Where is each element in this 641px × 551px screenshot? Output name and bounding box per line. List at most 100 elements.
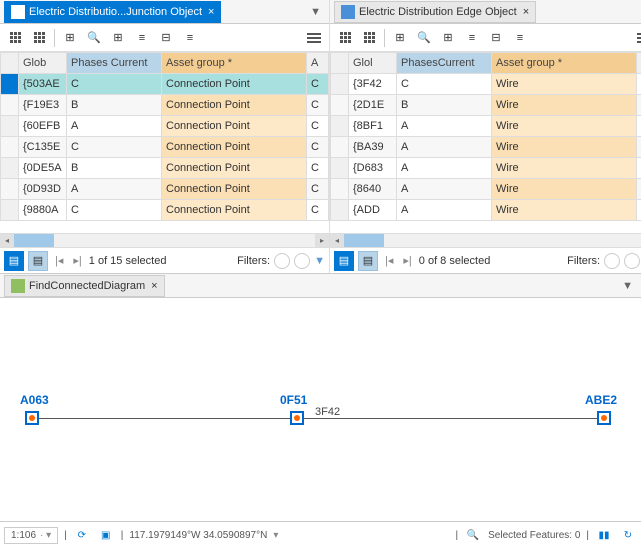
diagram-canvas[interactable]: 3F42A0630F51ABE2 bbox=[0, 298, 641, 521]
col-header[interactable]: PhasesCurrent bbox=[397, 53, 492, 74]
cell-phase: A bbox=[397, 179, 492, 200]
funnel-icon[interactable]: ▼ bbox=[314, 255, 325, 267]
row-selector[interactable] bbox=[1, 74, 19, 95]
view-selected-btn[interactable]: ▤ bbox=[358, 251, 378, 271]
next-btn[interactable]: ▸| bbox=[70, 254, 84, 267]
row-selector[interactable] bbox=[331, 179, 349, 200]
view-all-btn[interactable]: ▤ bbox=[334, 251, 354, 271]
extent-icon[interactable]: ▣ bbox=[97, 527, 115, 545]
table-row[interactable]: {3F42 C Wire Wi bbox=[331, 74, 641, 95]
fields-btn-2[interactable] bbox=[358, 27, 380, 49]
first-btn[interactable]: |◂ bbox=[382, 254, 396, 267]
select-icon[interactable]: 🔍 bbox=[464, 527, 482, 545]
panel-menu[interactable]: ▼ bbox=[306, 6, 325, 18]
next-btn[interactable]: ▸| bbox=[400, 254, 414, 267]
row-selector[interactable] bbox=[1, 137, 19, 158]
scale-input[interactable]: 1:106 · ▾ bbox=[4, 527, 58, 544]
copy-btn[interactable]: ≡ bbox=[509, 27, 531, 49]
h-scrollbar[interactable]: ◂▸ bbox=[0, 233, 329, 247]
row-selector[interactable] bbox=[331, 95, 349, 116]
copy-btn[interactable]: ≡ bbox=[179, 27, 201, 49]
table-row[interactable]: {0D93D A Connection Point C bbox=[1, 179, 329, 200]
table-row[interactable]: {ADD A Wire Wi bbox=[331, 200, 641, 221]
cell-phase: A bbox=[397, 158, 492, 179]
table-row[interactable]: {D683 A Wire Wi bbox=[331, 158, 641, 179]
list-btn[interactable]: ≡ bbox=[461, 27, 483, 49]
panel-menu[interactable]: ▼ bbox=[618, 280, 637, 292]
table-row[interactable]: {2D1E B Wire Wi bbox=[331, 95, 641, 116]
fields-btn-2[interactable] bbox=[28, 27, 50, 49]
h-scrollbar[interactable]: ◂▸ bbox=[330, 233, 641, 247]
view-selected-btn[interactable]: ▤ bbox=[28, 251, 48, 271]
menu-btn[interactable] bbox=[303, 27, 325, 49]
close-icon[interactable]: × bbox=[208, 6, 214, 18]
row-selector[interactable] bbox=[331, 200, 349, 221]
row-selector[interactable] bbox=[1, 200, 19, 221]
calc-btn[interactable]: 🔍 bbox=[413, 27, 435, 49]
cell-a: C bbox=[307, 158, 329, 179]
menu-btn[interactable] bbox=[633, 27, 641, 49]
row-selector[interactable] bbox=[331, 158, 349, 179]
table-row[interactable]: {8640 A Wire Wi bbox=[331, 179, 641, 200]
diagram-tab[interactable]: FindConnectedDiagram × bbox=[4, 275, 165, 297]
col-header[interactable]: Phases Current bbox=[67, 53, 162, 74]
edge[interactable] bbox=[304, 418, 597, 419]
clear-btn[interactable]: ⊟ bbox=[485, 27, 507, 49]
row-selector[interactable] bbox=[1, 95, 19, 116]
row-selector[interactable] bbox=[1, 158, 19, 179]
node[interactable] bbox=[290, 411, 304, 425]
refresh-icon[interactable]: ↻ bbox=[619, 527, 637, 545]
cell-asset: Connection Point bbox=[162, 158, 307, 179]
add-btn[interactable]: ⊞ bbox=[59, 27, 81, 49]
close-icon[interactable]: × bbox=[523, 6, 529, 18]
table-row[interactable]: {60EFB A Connection Point C bbox=[1, 116, 329, 137]
row-selector[interactable] bbox=[331, 74, 349, 95]
filter-btn-2[interactable] bbox=[294, 253, 310, 269]
edge[interactable] bbox=[39, 418, 290, 419]
col-header[interactable]: Asset group * bbox=[492, 53, 637, 74]
pause-icon[interactable]: ▮▮ bbox=[595, 527, 613, 545]
row-selector[interactable] bbox=[331, 116, 349, 137]
table-row[interactable]: {F19E3 B Connection Point C bbox=[1, 95, 329, 116]
rotate-icon[interactable]: ⟳ bbox=[73, 527, 91, 545]
panel-menu[interactable]: ▼ bbox=[636, 6, 641, 18]
node[interactable] bbox=[25, 411, 39, 425]
panel-tab[interactable]: Electric Distribution Edge Object × bbox=[334, 1, 536, 23]
col-header[interactable]: Glob bbox=[19, 53, 67, 74]
close-icon[interactable]: × bbox=[151, 280, 157, 292]
select-btn[interactable]: ⊞ bbox=[437, 27, 459, 49]
filter-btn[interactable] bbox=[274, 253, 290, 269]
filter-btn-2[interactable] bbox=[624, 253, 640, 269]
first-btn[interactable]: |◂ bbox=[52, 254, 66, 267]
row-selector[interactable] bbox=[1, 179, 19, 200]
view-all-btn[interactable]: ▤ bbox=[4, 251, 24, 271]
cell-glob: {2D1E bbox=[349, 95, 397, 116]
col-header[interactable]: A bbox=[637, 53, 641, 74]
table-row[interactable]: {8BF1 A Wire Wi bbox=[331, 116, 641, 137]
fields-btn[interactable] bbox=[4, 27, 26, 49]
panel-tab[interactable]: Electric Distributio...Junction Object × bbox=[4, 1, 221, 23]
table-row[interactable]: {BA39 A Wire Wi bbox=[331, 137, 641, 158]
row-selector-header[interactable] bbox=[1, 53, 19, 74]
col-header[interactable]: Glol bbox=[349, 53, 397, 74]
row-selector[interactable] bbox=[1, 116, 19, 137]
table-row[interactable]: {503AE C Connection Point C bbox=[1, 74, 329, 95]
add-btn[interactable]: ⊞ bbox=[389, 27, 411, 49]
col-header[interactable]: Asset group * bbox=[162, 53, 307, 74]
cell-a: Wi bbox=[637, 74, 641, 95]
cell-glob: {0DE5A bbox=[19, 158, 67, 179]
clear-btn[interactable]: ⊟ bbox=[155, 27, 177, 49]
calc-btn[interactable]: 🔍 bbox=[83, 27, 105, 49]
col-header[interactable]: A bbox=[307, 53, 329, 74]
table-row[interactable]: {9880A C Connection Point C bbox=[1, 200, 329, 221]
fields-btn[interactable] bbox=[334, 27, 356, 49]
table-row[interactable]: {C135E C Connection Point C bbox=[1, 137, 329, 158]
filter-btn[interactable] bbox=[604, 253, 620, 269]
row-selector-header[interactable] bbox=[331, 53, 349, 74]
list-btn[interactable]: ≡ bbox=[131, 27, 153, 49]
table-row[interactable]: {0DE5A B Connection Point C bbox=[1, 158, 329, 179]
select-btn[interactable]: ⊞ bbox=[107, 27, 129, 49]
row-selector[interactable] bbox=[331, 137, 349, 158]
node[interactable] bbox=[597, 411, 611, 425]
cell-glob: {60EFB bbox=[19, 116, 67, 137]
